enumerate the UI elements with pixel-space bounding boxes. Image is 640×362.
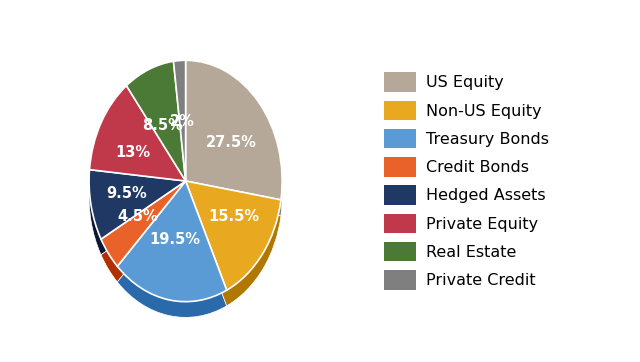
Wedge shape [186,197,281,306]
Text: 15.5%: 15.5% [208,210,259,224]
Wedge shape [101,197,186,282]
Wedge shape [173,60,186,181]
Text: 8.5%: 8.5% [142,118,183,133]
Text: 27.5%: 27.5% [205,135,257,150]
Text: 2%: 2% [170,114,195,129]
Text: 9.5%: 9.5% [107,186,147,201]
Wedge shape [89,185,186,255]
Text: 4.5%: 4.5% [117,210,158,224]
Wedge shape [101,181,186,266]
Wedge shape [186,60,282,200]
Legend: US Equity, Non-US Equity, Treasury Bonds, Credit Bonds, Hedged Assets, Private E: US Equity, Non-US Equity, Treasury Bonds… [379,68,554,294]
Wedge shape [186,181,281,290]
Text: 13%: 13% [116,145,150,160]
Wedge shape [186,76,282,215]
Wedge shape [117,181,227,302]
Wedge shape [89,170,186,239]
Wedge shape [173,76,186,197]
Wedge shape [90,86,186,181]
Wedge shape [127,61,186,181]
Text: 19.5%: 19.5% [150,232,201,248]
Wedge shape [127,77,186,197]
Wedge shape [117,197,227,317]
Wedge shape [90,101,186,197]
